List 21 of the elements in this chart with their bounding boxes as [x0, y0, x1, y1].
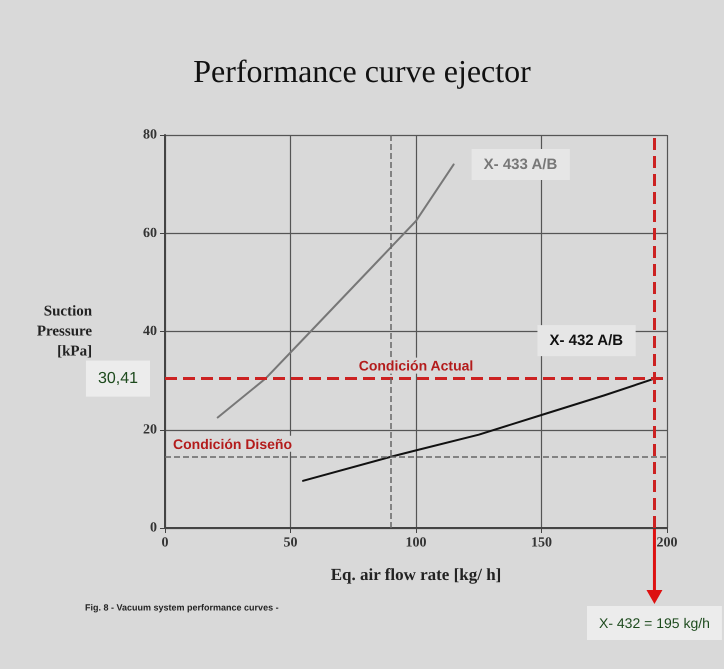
text: X- 432 A/B — [549, 332, 624, 350]
x-tick-label: 0 — [162, 536, 168, 550]
x-tick-label: 200 — [656, 536, 678, 550]
annotation: 30,41 — [98, 370, 138, 388]
y-tick-label: 20 — [143, 422, 157, 438]
ref-line-label: Condición Actual — [358, 358, 474, 374]
y-tick-label: 80 — [143, 128, 157, 142]
y-tick-label: 40 — [143, 324, 157, 339]
x-tick-label: 50 — [284, 536, 298, 550]
y-tick-label: 60 — [143, 226, 157, 241]
series-label: X- 433 A/B — [484, 156, 558, 173]
x-axis-title: Eq. air flow rate [kg/ h] — [330, 565, 502, 584]
caption: Fig. 8 - Vacuum system performance curves - — [85, 602, 279, 612]
y-tick-label: 0 — [150, 520, 157, 536]
ref-line-label: Condición Diseño — [173, 436, 292, 452]
y-axis-title: Suction Pressure [kPa] — [36, 304, 93, 360]
x-tick-label: 100 — [406, 536, 426, 550]
text: X- 432 = 195 kg/h — [598, 615, 710, 631]
line-series — [302, 378, 656, 482]
chart-title: Performance curve ejector — [193, 53, 532, 89]
x-tick-label: 150 — [531, 536, 552, 550]
